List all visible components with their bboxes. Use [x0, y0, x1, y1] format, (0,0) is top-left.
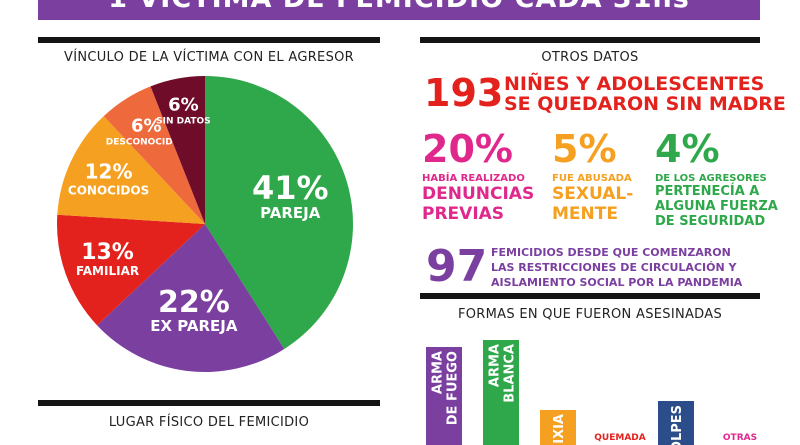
pie-label-name-sin-datos: SIN DATOS [156, 117, 211, 127]
pie-slice-sin-datos [150, 76, 205, 224]
pie-slice-desconocidos [103, 86, 205, 224]
stat-fuerza-line2: PERTENECÍA A [655, 184, 760, 199]
pie-label-value-ex-pareja: 22% [158, 285, 230, 320]
bar-label-asfixia-0: IXIA [552, 414, 567, 444]
pie-chart-title: VÍNCULO DE LA VÍCTIMA CON EL AGRESOR [64, 50, 354, 65]
bar-label-otras: OTRAS [723, 433, 757, 443]
banner-title: 1 VÍCTIMA DE FEMICIDIO CADA 31hs [38, 0, 760, 14]
pie-label-value-familiar: 13% [81, 240, 134, 265]
bar-golpes [658, 401, 694, 445]
pie-slice-ex-pareja [97, 224, 285, 373]
otros-title: OTROS DATOS [541, 50, 639, 65]
stat-fuerza-value: 4% [655, 127, 720, 171]
stat-fuerza-line3: ALGUNA FUERZA [655, 199, 778, 214]
pie-section-rule [38, 37, 380, 43]
stat-abuso-value: 5% [552, 127, 617, 171]
pie-label-name-conocidos: CONOCIDOS [68, 184, 149, 198]
bar-label-golpes-0: GOLPES [670, 405, 685, 445]
pie-slice-conocidos [57, 116, 205, 224]
bar-asfixia [540, 410, 576, 445]
pie-label-name-pareja: PAREJA [260, 204, 321, 222]
stat-fuerza-line1: DE LOS AGRESORES [655, 173, 767, 184]
pandemic-line3: AISLAMIENTO SOCIAL POR LA PANDEMIA [491, 276, 743, 289]
pie-label-name-familiar: FAMILIAR [76, 264, 139, 278]
stat-abuso-line1: FUE ABUSADA [552, 173, 632, 184]
pandemic-line1: FEMICIDIOS DESDE QUE COMENZARON [491, 246, 731, 259]
lugar-section-rule [38, 400, 380, 406]
stat-denuncias-line2: DENUNCIAS [422, 184, 535, 204]
stat-abuso-line2: SEXUAL- [552, 184, 634, 204]
children-number: 193 [424, 71, 504, 115]
pie-label-value-sin-datos: 6% [168, 95, 199, 116]
pie-slice-familiar [57, 214, 205, 326]
top-banner: 1 VÍCTIMA DE FEMICIDIO CADA 31hs [38, 0, 760, 20]
bar-label-arma-de-fuego-0: ARMA [431, 351, 446, 394]
stat-denuncias-line3: PREVIAS [422, 204, 505, 224]
otros-section-rule [420, 37, 760, 43]
stat-fuerza-line4: DE SEGURIDAD [655, 214, 766, 229]
bar-label-arma-blanca-0: ARMA [488, 344, 503, 387]
pandemic-number: 97 [426, 241, 488, 292]
pie-label-value-desconocidos: 6% [131, 116, 162, 137]
children-line1: NIÑES Y ADOLESCENTES [504, 73, 765, 95]
children-line2: SE QUEDARON SIN MADRE [504, 93, 786, 115]
bar-label-quemada: QUEMADA [594, 433, 645, 443]
stat-denuncias-line1: HABÍA REALIZADO [422, 173, 525, 184]
bar-label-arma-de-fuego-1: DE FUEGO [446, 351, 461, 425]
stat-denuncias-value: 20% [422, 127, 513, 171]
pie-slice-pareja [205, 76, 353, 349]
bar-chart-title: FORMAS EN QUE FUERON ASESINADAS [457, 307, 723, 322]
pandemic-line2: LAS RESTRICCIONES DE CIRCULACIÓN Y [491, 261, 737, 274]
pie-label-name-desconocidos: DESCONOCIDOS [106, 138, 187, 148]
stat-abuso-line3: MENTE [552, 204, 618, 224]
bar-label-arma-blanca-1: BLANCA [503, 344, 518, 403]
lugar-title: LUGAR FÍSICO DEL FEMICIDIO [108, 415, 310, 430]
pie-label-value-conocidos: 12% [85, 160, 133, 184]
bar-arma-de-fuego [426, 347, 462, 445]
pie-label-name-ex-pareja: EX PAREJA [150, 317, 238, 335]
pie-chart: 41%PAREJA 22%EX PAREJA 13%FAMILIAR 12%CONOC… [57, 76, 353, 373]
bar-section-rule [420, 293, 760, 299]
bar-arma-blanca [483, 340, 519, 445]
pie-label-value-pareja: 41% [252, 169, 329, 207]
